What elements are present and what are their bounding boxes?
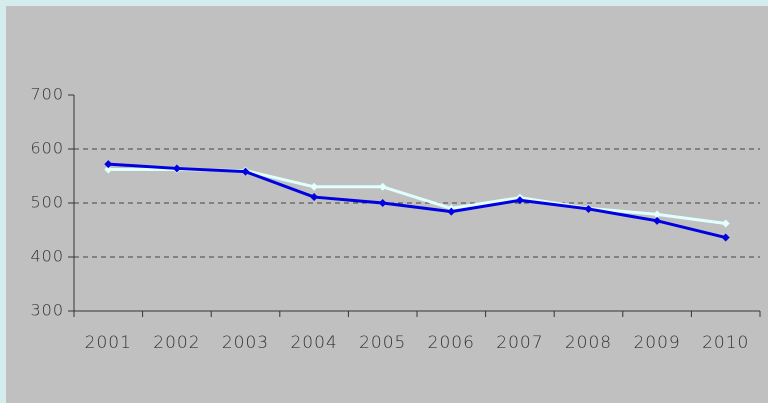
data-point [104,160,113,169]
data-point [310,182,319,191]
data-point [172,164,181,173]
data-point [721,233,730,242]
x-tick-label: 2008 [565,333,612,353]
data-point [378,199,387,207]
x-tick-label: 2006 [428,333,475,353]
x-tick-label: 2007 [496,333,543,353]
x-tick-label: 2002 [153,333,200,353]
data-point [515,196,524,205]
data-point [653,216,662,225]
x-tick-label: 2009 [633,333,680,353]
y-tick-label: 400 [30,247,64,266]
data-point [241,167,250,176]
y-tick-label: 600 [30,139,64,158]
y-tick-label: 300 [30,301,64,320]
y-tick-label: 500 [30,193,64,212]
x-tick-label: 2005 [359,333,406,353]
series-line [108,162,727,240]
data-point [104,165,113,174]
data-point [310,193,319,202]
data-point [584,204,593,213]
data-point [653,210,662,219]
data-point [721,219,730,228]
x-tick-label: 2001 [85,333,132,353]
data-point [447,207,456,216]
x-tick-label: 2003 [222,333,269,353]
x-tick-label: 2004 [290,333,337,353]
data-point [378,182,387,191]
x-tick-label: 2010 [702,333,749,353]
y-tick-label: 700 [30,85,64,104]
